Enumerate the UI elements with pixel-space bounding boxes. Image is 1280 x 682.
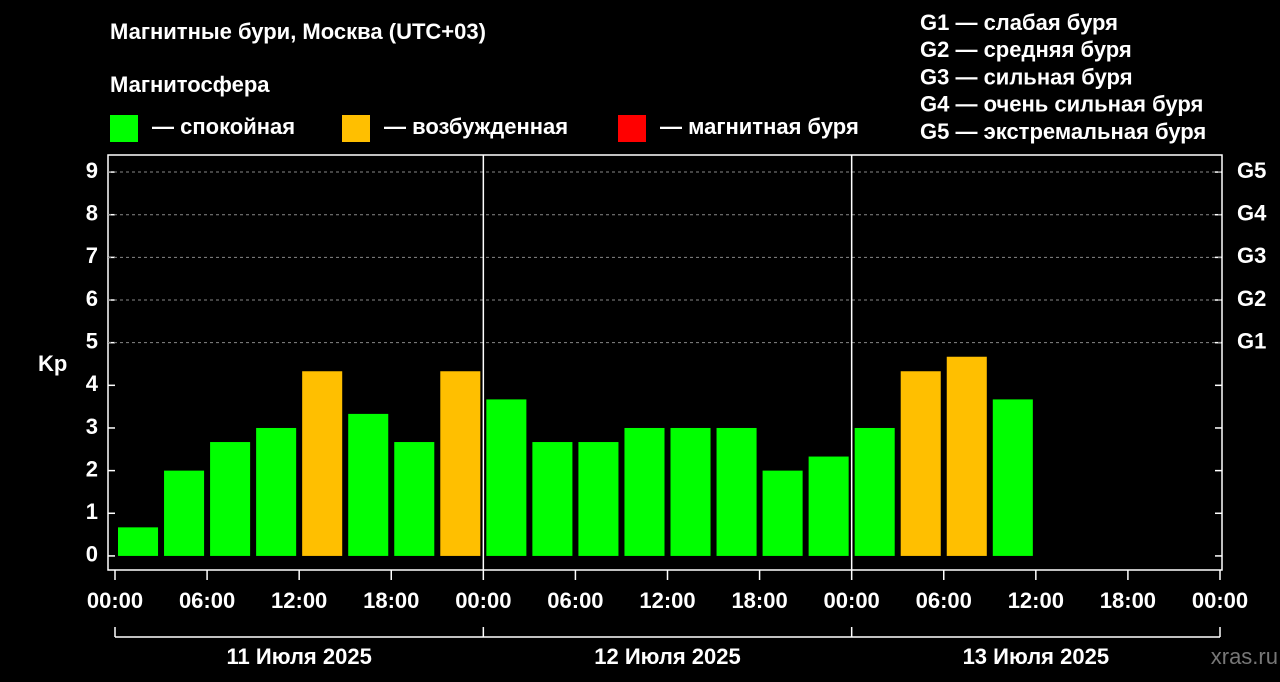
watermark: xras.ru bbox=[1211, 644, 1278, 669]
bar bbox=[348, 413, 389, 556]
g-tick-label: G5 bbox=[1237, 158, 1266, 183]
g-legend-item: G2 — средняя буря bbox=[920, 37, 1132, 62]
g-tick-label: G3 bbox=[1237, 243, 1266, 268]
x-tick-label: 00:00 bbox=[1192, 588, 1248, 613]
x-tick-label: 18:00 bbox=[1100, 588, 1156, 613]
date-label: 11 Июля 2025 bbox=[227, 644, 372, 669]
x-tick-label: 00:00 bbox=[824, 588, 880, 613]
y-tick-label: 8 bbox=[86, 201, 98, 226]
x-tick-label: 00:00 bbox=[455, 588, 511, 613]
bar bbox=[854, 427, 895, 556]
bar bbox=[578, 442, 619, 556]
y-tick-label: 4 bbox=[86, 371, 99, 396]
legend-swatch bbox=[110, 115, 138, 142]
x-tick-label: 18:00 bbox=[731, 588, 787, 613]
g-tick-label: G4 bbox=[1237, 201, 1267, 226]
bar bbox=[302, 371, 343, 556]
x-tick-label: 06:00 bbox=[179, 588, 235, 613]
x-tick-label: 00:00 bbox=[87, 588, 143, 613]
bar bbox=[992, 399, 1033, 556]
y-tick-label: 7 bbox=[86, 243, 98, 268]
x-tick-label: 12:00 bbox=[1008, 588, 1064, 613]
g-tick-label: G2 bbox=[1237, 286, 1266, 311]
bar bbox=[716, 427, 757, 556]
g-legend-item: G1 — слабая буря bbox=[920, 10, 1118, 35]
bar bbox=[118, 527, 159, 556]
x-tick-label: 06:00 bbox=[916, 588, 972, 613]
g-tick-label: G1 bbox=[1237, 328, 1266, 353]
y-tick-label: 6 bbox=[86, 286, 98, 311]
legend-label: — магнитная буря bbox=[660, 114, 859, 139]
chart-title: Магнитные бури, Москва (UTC+03) bbox=[110, 19, 486, 44]
bar bbox=[670, 427, 711, 556]
x-tick-label: 06:00 bbox=[547, 588, 603, 613]
bar bbox=[624, 427, 665, 556]
bar bbox=[900, 371, 941, 556]
bar bbox=[164, 470, 205, 556]
date-label: 12 Июля 2025 bbox=[594, 644, 741, 669]
y-tick-label: 0 bbox=[86, 542, 98, 567]
g-legend-item: G5 — экстремальная буря bbox=[920, 119, 1206, 144]
legend-swatch bbox=[342, 115, 370, 142]
g-legend-item: G4 — очень сильная буря bbox=[920, 92, 1203, 117]
bar bbox=[762, 470, 803, 556]
bar bbox=[210, 442, 251, 556]
g-legend-item: G3 — сильная буря bbox=[920, 64, 1133, 89]
date-label: 13 Июля 2025 bbox=[963, 644, 1110, 669]
legend-label: — возбужденная bbox=[384, 114, 568, 139]
x-tick-label: 12:00 bbox=[271, 588, 327, 613]
x-tick-label: 18:00 bbox=[363, 588, 419, 613]
bar bbox=[440, 371, 481, 556]
plot-frame bbox=[107, 154, 1223, 571]
y-tick-label: 5 bbox=[86, 328, 98, 353]
bar bbox=[532, 442, 573, 556]
y-tick-label: 1 bbox=[86, 499, 98, 524]
bar bbox=[808, 456, 849, 556]
bar bbox=[946, 356, 987, 556]
legend-label: — спокойная bbox=[152, 114, 295, 139]
y-tick-label: 9 bbox=[86, 158, 98, 183]
x-tick-label: 12:00 bbox=[639, 588, 695, 613]
bar bbox=[486, 399, 527, 556]
bar bbox=[394, 442, 435, 556]
legend-title: Магнитосфера bbox=[110, 72, 270, 97]
bar bbox=[256, 427, 297, 556]
legend-swatch bbox=[618, 115, 646, 142]
y-axis-label: Kp bbox=[38, 351, 67, 376]
y-tick-label: 2 bbox=[86, 456, 98, 481]
y-tick-label: 3 bbox=[86, 414, 98, 439]
